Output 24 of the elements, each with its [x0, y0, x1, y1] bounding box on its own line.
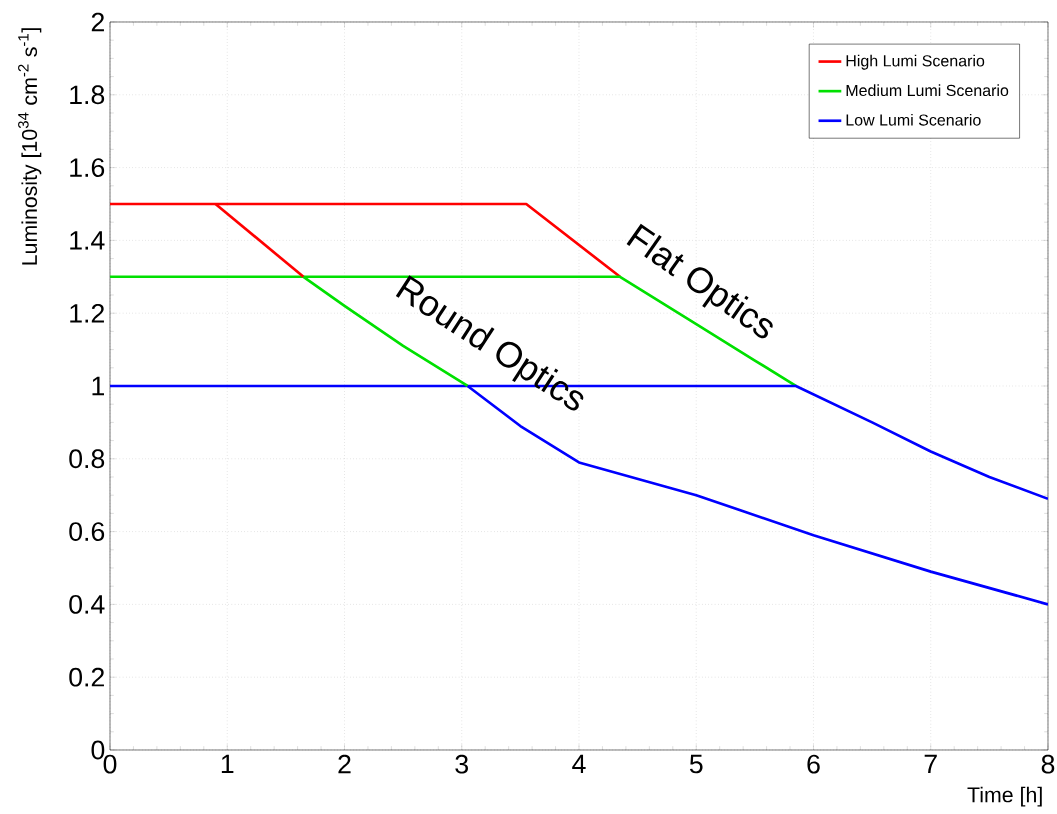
y-tick-label: 0.4 [69, 594, 105, 614]
x-tick-label: 4 [572, 754, 586, 774]
legend-label: High Lumi Scenario [846, 54, 985, 70]
legend-label: Medium Lumi Scenario [846, 84, 1009, 97]
y-tick-label: 0.6 [69, 522, 105, 542]
y-tick-label: 0 [91, 740, 105, 760]
y-tick-label: 1.4 [70, 231, 105, 250]
x-tick-label: 8 [1041, 754, 1055, 774]
y-tick-label: 1.8 [70, 85, 105, 105]
x-tick-label: 5 [689, 754, 703, 774]
y-tick-label: 2 [91, 12, 104, 32]
x-tick-label: 7 [924, 754, 937, 774]
y-tick-label: 0.2 [69, 667, 104, 687]
x-axis-title: Time [h] [967, 786, 1042, 807]
y-tick-label: 1.6 [70, 158, 105, 178]
y-tick-label: 1.2 [70, 303, 104, 323]
x-tick-label: 3 [455, 754, 468, 774]
y-tick-label: 0.8 [69, 449, 105, 469]
x-tick-label: 6 [807, 754, 820, 774]
x-tick-label: 2 [338, 754, 351, 774]
legend-label: Low Lumi Scenario [846, 113, 981, 126]
y-axis-title: Luminosity [10$^{34}$ cm$^{-2}$ s$^{-1}$] [18, 28, 42, 265]
x-tick-label: 1 [221, 754, 234, 774]
y-tick-label: 1 [92, 376, 104, 396]
